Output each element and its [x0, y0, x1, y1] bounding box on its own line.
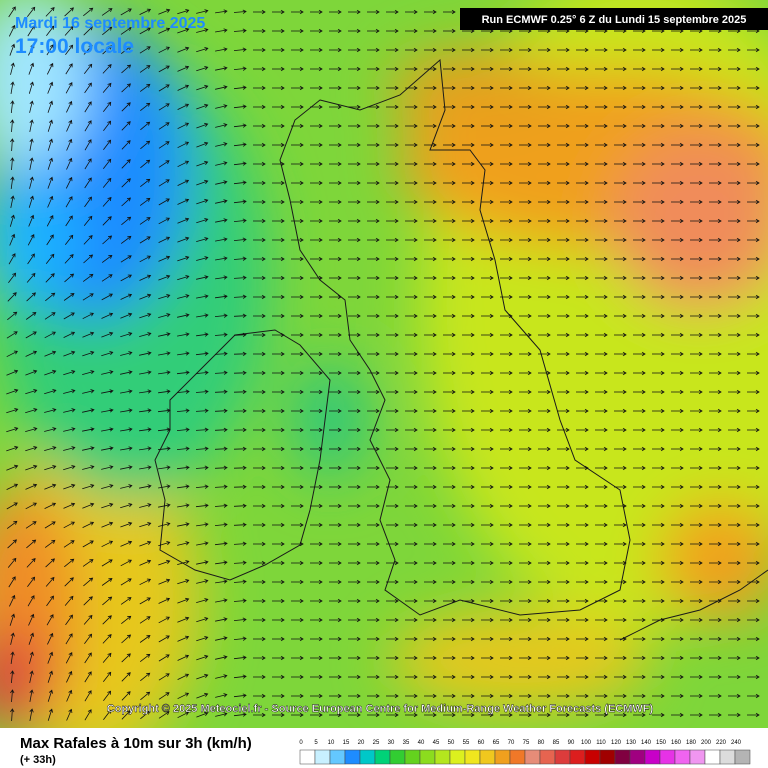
scale-label: 80 — [538, 740, 545, 746]
scale-swatch — [329, 749, 346, 765]
scale-swatch — [389, 749, 406, 765]
scale-swatch — [659, 749, 676, 765]
scale-label: 45 — [433, 740, 440, 746]
wind-arrows — [6, 6, 760, 722]
scale-label: 20 — [358, 740, 365, 746]
scale-swatch — [554, 749, 571, 765]
scale-swatch — [299, 749, 316, 765]
scale-label: 110 — [596, 740, 606, 746]
scale-swatch — [434, 749, 451, 765]
scale-swatch — [314, 749, 331, 765]
scale-swatch — [494, 749, 511, 765]
run-label: Run ECMWF 0.25° 6 Z du Lundi 15 septembr… — [482, 14, 747, 26]
scale-label: 55 — [463, 740, 470, 746]
scale-label: 75 — [523, 740, 530, 746]
date-label: Mardi 16 septembre 2025 — [15, 15, 205, 32]
lead-time: (+ 33h) — [20, 754, 56, 766]
scale-swatch — [404, 749, 421, 765]
scale-label: 30 — [388, 740, 395, 746]
scale-swatch — [509, 749, 526, 765]
scale-label: 15 — [343, 740, 350, 746]
scale-label: 90 — [568, 740, 575, 746]
scale-label: 85 — [553, 740, 560, 746]
scale-swatch — [479, 749, 496, 765]
scale-label: 50 — [448, 740, 455, 746]
scale-label: 150 — [656, 740, 667, 746]
color-scale: 0 5 10 15 20 25 30 35 40 45 50 55 60 65 70 75 80 85 90 100 1… — [299, 740, 751, 765]
scale-label: 65 — [493, 740, 500, 746]
scale-swatch — [374, 749, 391, 765]
scale-swatch — [539, 749, 556, 765]
scale-label: 200 — [701, 740, 712, 746]
scale-swatch — [599, 749, 616, 765]
scale-swatch — [344, 749, 361, 765]
scale-label: 140 — [641, 740, 652, 746]
scale-label: 25 — [373, 740, 380, 746]
scale-label: 35 — [403, 740, 410, 746]
scale-swatch — [419, 749, 436, 765]
scale-swatch — [584, 749, 601, 765]
legend-title: Max Rafales à 10m sur 3h (km/h) — [20, 735, 252, 752]
wind-arrow-field — [6, 6, 760, 722]
scale-label: 70 — [508, 740, 515, 746]
scale-label: 120 — [611, 740, 622, 746]
scale-swatch — [704, 749, 721, 765]
scale-swatch — [689, 749, 706, 765]
scale-swatch — [614, 749, 631, 765]
scale-label: 100 — [581, 740, 592, 746]
scale-swatch — [464, 749, 481, 765]
scale-label: 240 — [731, 740, 742, 746]
scale-swatch — [734, 749, 751, 765]
scale-label: 10 — [328, 740, 335, 746]
time-label: 17:00 locale — [15, 35, 134, 58]
scale-swatch — [674, 749, 691, 765]
scale-label: 180 — [686, 740, 697, 746]
scale-swatch — [644, 749, 661, 765]
scale-label: 160 — [671, 740, 682, 746]
scale-label: 60 — [478, 740, 485, 746]
scale-swatch — [524, 749, 541, 765]
scale-swatch — [629, 749, 646, 765]
scale-label: 40 — [418, 740, 425, 746]
copyright: Copyright © 2025 Meteociel.fr - Source E… — [107, 703, 654, 715]
scale-label: 220 — [716, 740, 727, 746]
scale-swatch — [359, 749, 376, 765]
scale-swatch — [719, 749, 736, 765]
scale-swatch — [569, 749, 586, 765]
scale-label: 5 — [314, 740, 318, 746]
scale-swatch — [449, 749, 466, 765]
run-box — [460, 8, 768, 30]
scale-label: 130 — [626, 740, 637, 746]
scale-label: 0 — [299, 740, 303, 746]
